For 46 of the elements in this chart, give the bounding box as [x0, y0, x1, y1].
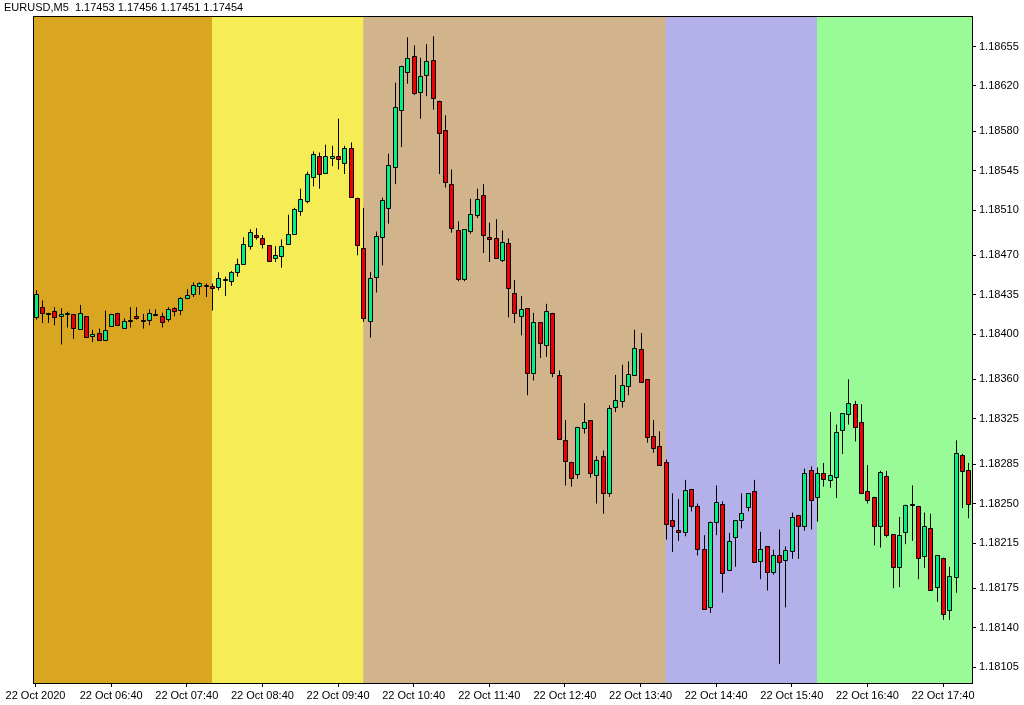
candlestick — [487, 222, 492, 263]
y-tick-label: 1.18215 — [979, 536, 1019, 549]
y-tick-label: 1.18250 — [979, 496, 1019, 509]
y-tick-label: 1.18545 — [979, 163, 1019, 176]
x-tick-label: 22 Oct 07:40 — [155, 688, 219, 701]
candlestick — [368, 271, 373, 339]
candlestick — [449, 168, 454, 234]
y-tick-label: 1.18470 — [979, 248, 1019, 261]
y-tick-label: 1.18400 — [979, 327, 1019, 340]
candlestick — [903, 504, 908, 545]
x-tick-label: 22 Oct 15:40 — [760, 688, 824, 701]
y-tick-label: 1.18510 — [979, 203, 1019, 216]
y-tick-label: 1.18580 — [979, 124, 1019, 137]
candlestick — [361, 207, 366, 323]
x-tick-label: 22 Oct 11:40 — [458, 688, 521, 701]
x-tick-label: 22 Oct 06:40 — [79, 688, 143, 701]
candlestick — [424, 43, 429, 97]
candlestick — [613, 374, 618, 413]
x-tick-label: 22 Oct 09:40 — [306, 688, 370, 701]
candlestick — [355, 197, 360, 256]
candlestick — [349, 141, 354, 198]
x-tick-label: 22 Oct 2020 — [5, 688, 66, 701]
y-tick-label: 1.18140 — [979, 620, 1019, 633]
y-tick-label: 1.18620 — [979, 79, 1019, 91]
candlestick — [676, 498, 681, 542]
y-tick-label: 1.18175 — [979, 581, 1019, 594]
y-tick-label: 1.18105 — [979, 660, 1019, 673]
x-tick-label: 22 Oct 17:40 — [911, 688, 975, 701]
candlestick — [557, 369, 562, 440]
chart-title: EURUSD,M5 1.17453 1.17456 1.17451 1.17454 — [4, 1, 244, 14]
candlestick — [431, 35, 436, 111]
y-tick-label: 1.18435 — [979, 287, 1019, 300]
x-tick-label: 22 Oct 13:40 — [609, 688, 673, 701]
y-tick-label: 1.18325 — [979, 411, 1019, 424]
y-tick-label: 1.18285 — [979, 457, 1019, 470]
x-tick-label: 22 Oct 16:40 — [835, 688, 899, 701]
x-tick-label: 22 Oct 12:40 — [533, 688, 597, 701]
x-tick-label: 22 Oct 08:40 — [230, 688, 294, 701]
x-tick-label: 22 Oct 10:40 — [382, 688, 446, 701]
candlestick — [563, 419, 568, 486]
y-tick-label: 1.18655 — [979, 39, 1019, 52]
candlestick — [910, 485, 915, 542]
x-tick-label: 22 Oct 14:40 — [684, 688, 748, 701]
y-tick-label: 1.18360 — [979, 372, 1019, 385]
candlestick — [727, 532, 732, 571]
candlestick — [512, 279, 517, 324]
